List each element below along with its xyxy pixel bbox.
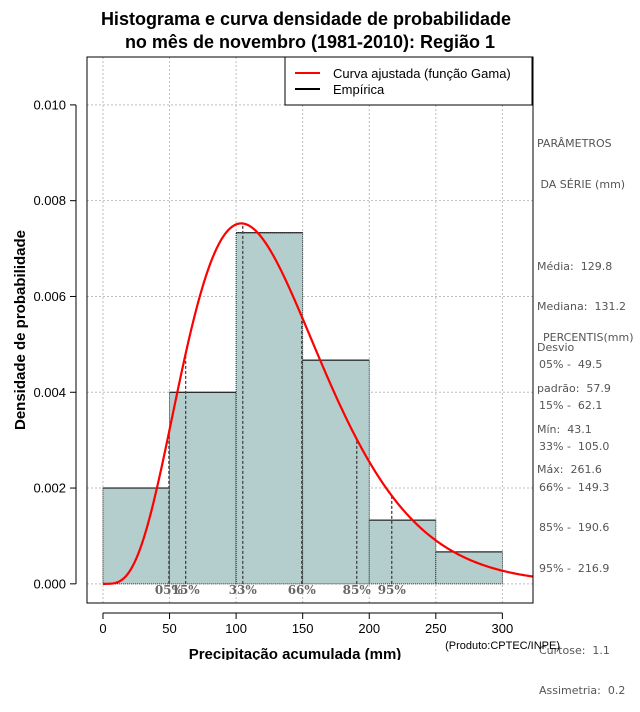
histogram-chart: Histograma e curva densidade de probabil… — [12, 9, 534, 660]
percentile-marker-label: 33% — [229, 583, 258, 597]
chart-title-line-1: Histograma e curva densidade de probabil… — [101, 9, 511, 29]
y-tick-label: 0.010 — [33, 97, 66, 112]
percentile-marker-label: 05% — [155, 583, 184, 597]
x-tick-label: 100 — [225, 621, 247, 636]
percentile-markers: 05%15% 33% 66% 85% 95% — [155, 223, 407, 597]
param-min: Mín: 43.1 — [537, 422, 592, 436]
percentiles-list: 05% - 49.5 15% - 62.1 33% - 105.0 66% - … — [539, 331, 625, 712]
param-desvio-2: padrão: 57.9 — [537, 381, 611, 395]
y-tick-label: 0.008 — [33, 193, 66, 208]
percentile-33: 33% - 105.0 — [539, 439, 610, 453]
stat-assimetria: Assimetria: 0.2 — [539, 684, 626, 698]
x-tick-label: 0 — [99, 621, 106, 636]
params-heading-2: DA SÉRIE (mm) — [537, 177, 626, 191]
percentile-05: 05% - 49.5 — [539, 358, 603, 372]
percentile-marker-label: 95% — [378, 583, 407, 597]
x-tick-label: 250 — [425, 621, 447, 636]
product-credit: (Produto:CPTEC/INPE) — [445, 640, 560, 652]
histogram-bar — [102, 487, 170, 585]
x-tick-label: 50 — [162, 621, 176, 636]
gamma-curve-layer — [102, 222, 534, 585]
percentile-95: 95% - 216.9 — [539, 562, 610, 576]
param-desvio-1: Desvio — [537, 341, 575, 355]
percentis-heading: PERCENTIS(mm) — [543, 331, 634, 345]
percentiles-panel: PERCENTIS(mm) — [543, 304, 634, 358]
param-mediana: Mediana: 131.2 — [537, 300, 626, 314]
x-axis: 0 50 100 150 200 250 300 — [99, 612, 514, 636]
x-axis-title: Precipitação acumulada (mm) — [189, 646, 402, 660]
gamma-curve — [102, 222, 534, 585]
histogram-bars — [102, 232, 503, 585]
x-tick-label: 300 — [492, 621, 514, 636]
percentile-85: 85% - 190.6 — [539, 521, 610, 535]
percentile-marker-label: 66% — [288, 583, 317, 597]
param-max: Máx: 261.6 — [537, 463, 602, 477]
series-parameters-panel: PARÂMETROS DA SÉRIE (mm) Média: 129.8 Me… — [537, 110, 626, 491]
percentile-marker-label: 85% — [343, 583, 372, 597]
legend-empirical-label: Empírica — [333, 82, 385, 97]
param-media: Média: 129.8 — [537, 259, 613, 273]
legend: Curva ajustada (função Gama) Empírica — [284, 56, 533, 106]
percentile-66: 66% - 149.3 — [539, 480, 610, 494]
legend-box — [284, 56, 533, 106]
y-tick-label: 0.004 — [33, 385, 66, 400]
y-axis: 0.000 0.002 0.004 0.006 0.008 0.010 — [33, 97, 77, 591]
stat-curtose: Curtose: 1.1 — [539, 643, 610, 657]
percentile-15: 15% - 62.1 — [539, 398, 603, 412]
percentile-marker-label: 15% — [172, 583, 201, 597]
x-tick-label: 200 — [358, 621, 380, 636]
chart-title-line-2: no mês de novembro (1981-2010): Região 1 — [125, 32, 495, 52]
y-axis-title: Densidade de probabilidade — [12, 230, 29, 430]
y-tick-label: 0.002 — [33, 481, 66, 496]
x-tick-label: 150 — [292, 621, 314, 636]
legend-curve-label: Curva ajustada (função Gama) — [333, 66, 511, 81]
y-tick-label: 0.000 — [33, 576, 66, 591]
histogram-bar — [368, 519, 437, 585]
histogram-bar — [235, 232, 304, 585]
y-tick-label: 0.006 — [33, 289, 66, 304]
params-heading-1: PARÂMETROS — [537, 137, 612, 151]
histogram-bar — [169, 391, 237, 585]
